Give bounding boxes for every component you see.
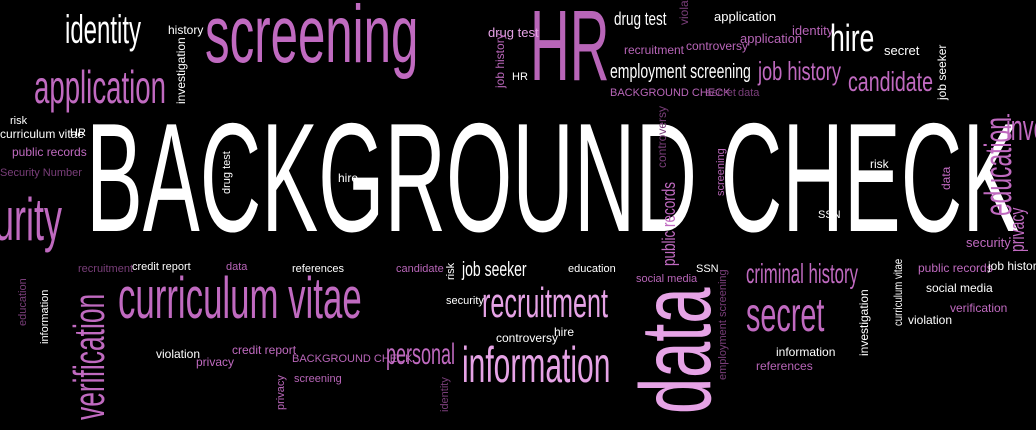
word-hr: HR <box>530 0 610 102</box>
word-drug-test-3: drug test <box>221 151 233 194</box>
word-ssn-2: SSN <box>696 263 719 275</box>
word-candidate-2: candidate <box>396 263 444 275</box>
word-privacy-2: privacy <box>196 355 235 369</box>
word-history: history <box>168 23 204 37</box>
word-job-seeker-2: job seeker <box>462 259 527 281</box>
word-social-media-2: social media <box>926 281 993 295</box>
word-criminal-history: criminal history <box>746 258 859 289</box>
word-hr-3: HR <box>70 127 86 139</box>
word-drug-test-2: drug test <box>488 25 539 40</box>
word-recruitment-big: recruitment <box>482 279 609 326</box>
word-screening-3: screening <box>294 373 342 385</box>
word-credit-report-2: credit report <box>232 343 297 357</box>
word-public-records-3: public records <box>918 261 993 275</box>
word-screening-2: screening <box>715 148 727 196</box>
word-recruitment: recruitment <box>624 43 685 57</box>
word-security-2: security <box>446 295 484 307</box>
word-controversy-3: controversy <box>496 331 559 345</box>
word-information-big: information <box>462 337 611 393</box>
word-recruitment-2: recruitment <box>78 263 134 275</box>
word-risk-2: risk <box>870 157 889 171</box>
word-references: references <box>292 263 344 275</box>
word-application-2: application <box>740 31 803 46</box>
word-references-2: references <box>756 359 813 373</box>
word-hire-2: hire <box>338 171 359 185</box>
word-data-3: data <box>226 261 248 273</box>
word-violation-3: violation <box>156 347 201 361</box>
word-curriculum-vitae-big: curriculum vitae <box>118 266 362 331</box>
word-verification-big: verification <box>65 293 114 420</box>
word-curriculum-vitae-2: curriculum vitae <box>891 258 905 326</box>
word-background-check-main: BACKGROUND CHECK <box>86 91 1020 264</box>
word-identity: identity <box>65 8 142 52</box>
word-background-check-small-2: BACKGROUND CHECK <box>292 353 413 365</box>
word-security-number: Security Number <box>0 167 82 179</box>
word-secret-big: secret <box>746 289 825 342</box>
word-violation: violation <box>677 0 691 25</box>
word-inve: inve <box>1006 107 1036 148</box>
word-personal: personal <box>386 338 456 371</box>
word-secret: secret <box>884 43 920 58</box>
word-privacy: privacy <box>1007 207 1029 252</box>
word-public-records-2: public records <box>659 181 679 266</box>
word-drug-test: drug test <box>614 9 667 29</box>
word-identity-2: identity <box>792 23 834 38</box>
word-urity: urity <box>0 186 63 253</box>
word-data: data <box>738 87 760 99</box>
word-data-big: data <box>620 287 732 414</box>
word-employment-screening: employment screening <box>610 61 751 83</box>
word-job-history: job history <box>493 33 507 88</box>
word-violation-2: violation <box>908 313 953 327</box>
word-employment-screening-2: employment screening <box>717 269 729 380</box>
word-screening: screening <box>205 0 419 80</box>
word-public-records: public records <box>12 145 87 159</box>
word-application-3: application <box>34 61 166 113</box>
word-candidate: candidate <box>848 66 934 97</box>
word-risk-3: risk <box>445 262 457 280</box>
word-data-2: data <box>939 166 953 190</box>
word-job-history-2: job history <box>758 56 841 86</box>
word-investigation-2: investigation <box>857 289 871 356</box>
word-background-check-small: BACKGROUND CHECK <box>610 87 731 99</box>
word-security: security <box>966 235 1011 250</box>
word-application: application <box>714 9 777 24</box>
word-job-seeker: job seeker <box>935 44 949 100</box>
word-identity-3: identity <box>439 377 451 412</box>
word-investigation: investigation <box>174 37 188 104</box>
word-controversy: controversy <box>686 39 749 53</box>
word-secret-2: secret <box>706 87 736 99</box>
word-job-history-3: job history <box>988 259 1036 273</box>
word-credit-report: credit report <box>132 261 191 273</box>
word-verification: verification <box>950 301 1008 315</box>
word-ssn: SSN <box>818 209 841 221</box>
word-controversy-2: controversy <box>655 105 669 168</box>
word-hire: hire <box>830 18 875 60</box>
word-social-media: social media <box>636 273 698 285</box>
word-hire-3: hire <box>554 325 575 339</box>
word-curriculum-vitae-small: curriculum vitae <box>0 127 85 141</box>
word-education-3: education <box>17 278 29 326</box>
word-information-2: information <box>776 345 836 359</box>
word-hr-2: HR <box>512 71 528 83</box>
word-information-small: information <box>39 289 51 344</box>
word-privacy-3: privacy <box>275 375 287 410</box>
word-risk: risk <box>10 115 28 127</box>
word-education-2: education <box>568 263 616 275</box>
